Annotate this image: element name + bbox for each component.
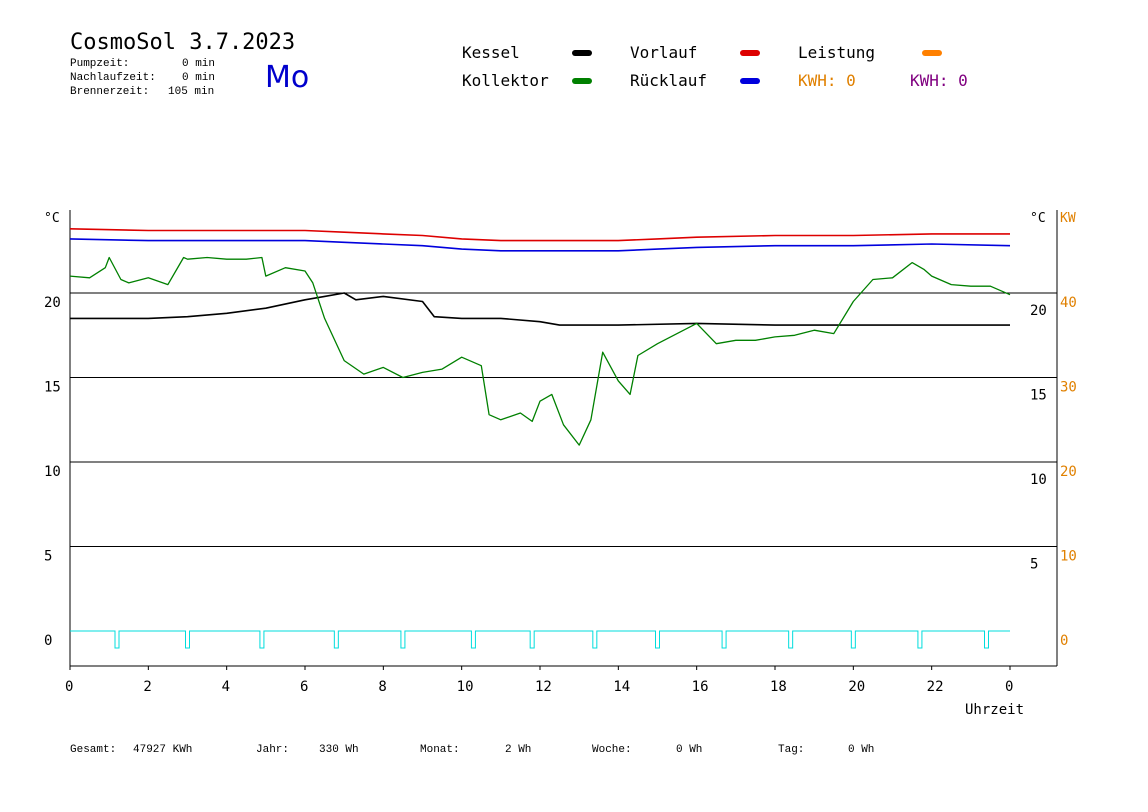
legend-kollektor: Kollektor [462, 71, 549, 90]
pumpzeit-value: 0 min [182, 58, 216, 70]
x-tick-0: 0 [65, 679, 73, 695]
nachlaufzeit-value: 0 min [182, 72, 216, 84]
woche-label: Woche: [592, 744, 632, 756]
brennerzeit-value: 105 min [168, 86, 215, 98]
y-tick-power-10: 10 [1060, 549, 1077, 565]
brennerzeit-label: Brennerzeit: [70, 86, 150, 98]
x-tick-5: 10 [457, 679, 474, 695]
y-tick-right-10: 10 [1030, 472, 1047, 488]
woche-value: 0 Wh [676, 744, 703, 756]
y-tick-right-5: 5 [1030, 557, 1038, 573]
series-kessel [70, 292, 1010, 326]
y-axis-unit-power: KW [1060, 211, 1076, 226]
tag-label: Tag: [778, 744, 805, 756]
y-tick-left-10: 10 [44, 464, 61, 480]
gesamt-value: 47927 KWh [133, 744, 193, 756]
weekday-label: Mo [265, 60, 310, 95]
y-axis-unit-left: °C [44, 211, 60, 226]
legend-leistung-swatch [922, 50, 942, 56]
y-tick-power-40: 40 [1060, 295, 1077, 311]
legend-leistung: Leistung [798, 43, 876, 62]
x-tick-8: 16 [692, 679, 709, 695]
chart-title: CosmoSol 3.7.2023 [70, 30, 296, 55]
legend-ruecklauf-swatch [740, 78, 760, 84]
x-tick-12: 0 [1005, 679, 1013, 695]
monat-label: Monat: [420, 744, 460, 756]
x-tick-9: 18 [770, 679, 787, 695]
legend-ruecklauf: Rücklauf [630, 71, 708, 90]
y-tick-power-30: 30 [1060, 380, 1077, 396]
y-tick-right-20: 20 [1030, 303, 1047, 319]
y-tick-power-20: 20 [1060, 464, 1077, 480]
series-vorlauf [69, 228, 1010, 242]
y-tick-power-0: 0 [1060, 633, 1068, 649]
y-axis-unit-right: °C [1030, 211, 1046, 226]
pump-pulse-line [70, 630, 1010, 649]
x-tick-6: 12 [535, 679, 552, 695]
series-kollektor [69, 256, 1011, 446]
y-tick-left-0: 0 [44, 633, 52, 649]
x-tick-7: 14 [613, 679, 630, 695]
pumpzeit-label: Pumpzeit: [70, 58, 130, 70]
x-tick-10: 20 [848, 679, 865, 695]
series-ruecklauf [69, 238, 1011, 252]
x-axis-label: Uhrzeit [965, 702, 1024, 718]
monat-value: 2 Wh [505, 744, 532, 756]
jahr-label: Jahr: [256, 744, 290, 756]
kwh-orange: KWH: 0 [798, 71, 856, 90]
x-tick-2: 4 [222, 679, 230, 695]
legend-kessel: Kessel [462, 43, 520, 62]
x-tick-3: 6 [300, 679, 308, 695]
x-tick-11: 22 [927, 679, 944, 695]
legend-kessel-swatch [572, 50, 592, 56]
legend-vorlauf: Vorlauf [630, 43, 698, 62]
gesamt-label: Gesamt: [70, 744, 117, 756]
x-tick-4: 8 [378, 679, 386, 695]
x-tick-1: 2 [143, 679, 151, 695]
y-tick-right-15: 15 [1030, 388, 1047, 404]
legend-kollektor-swatch [572, 78, 592, 84]
y-tick-left-15: 15 [44, 380, 61, 396]
kwh-purple: KWH: 0 [910, 71, 968, 90]
y-tick-left-5: 5 [44, 549, 52, 565]
y-tick-left-20: 20 [44, 295, 61, 311]
tag-value: 0 Wh [848, 744, 875, 756]
nachlaufzeit-label: Nachlaufzeit: [70, 72, 156, 84]
jahr-value: 330 Wh [319, 744, 359, 756]
legend-vorlauf-swatch [740, 50, 760, 56]
